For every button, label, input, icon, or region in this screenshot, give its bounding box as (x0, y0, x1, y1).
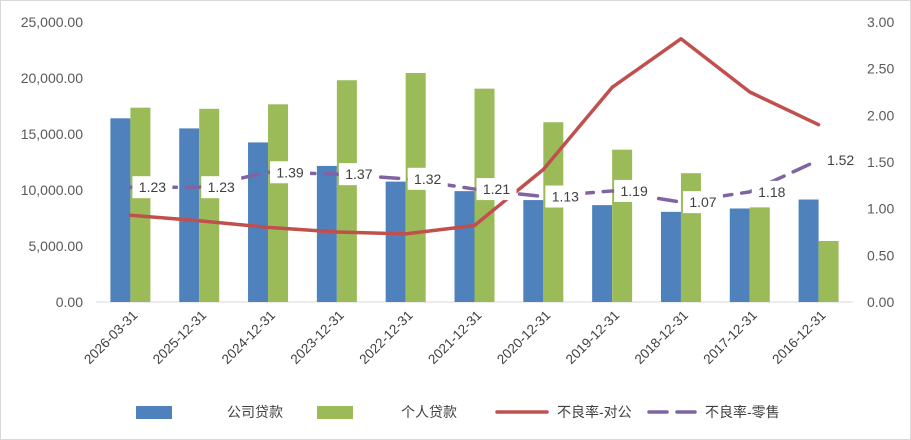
x-tick-label: 2020-12-31 (494, 308, 553, 367)
bar-corporate-loan (385, 181, 406, 302)
x-tick-label: 2017-12-31 (700, 308, 759, 367)
x-tick-label: 2026-03-31 (81, 308, 140, 367)
data-label: 1.32 (414, 171, 441, 187)
x-tick-label: 2025-12-31 (150, 308, 209, 367)
data-label-box (270, 161, 311, 184)
bar-corporate-loan (454, 191, 475, 302)
bar-corporate-loan (179, 128, 200, 302)
data-label: 1.21 (483, 181, 510, 197)
bar-corporate-loan (592, 205, 613, 302)
bar-personal-loan (543, 122, 564, 303)
bar-corporate-loan (523, 200, 544, 302)
x-tick-label: 2019-12-31 (563, 308, 622, 367)
y-left-tick-label: 20,000.00 (21, 70, 83, 86)
bar-personal-loan (749, 207, 770, 302)
legend-swatch (136, 406, 172, 419)
bar-personal-loan (612, 149, 633, 302)
x-tick-label: 2023-12-31 (288, 308, 347, 367)
y-left-tick-label: 10,000.00 (21, 182, 83, 198)
data-label: 1.13 (552, 189, 579, 205)
y-right-tick-label: 3.00 (867, 14, 894, 30)
legend-label: 不良率-对公 (557, 404, 632, 420)
bar-personal-loan (818, 240, 839, 302)
x-tick-label: 2022-12-31 (356, 308, 415, 367)
data-label: 1.23 (139, 179, 166, 195)
legend-label: 不良率-零售 (705, 404, 780, 420)
y-right-tick-label: 1.00 (867, 201, 894, 217)
line-npl-corporate (128, 37, 821, 236)
data-label-box (751, 180, 792, 203)
bar-personal-loan (336, 80, 357, 303)
data-label-box (614, 179, 655, 202)
y-left-tick-label: 0.00 (56, 294, 83, 310)
legend-swatch (317, 406, 353, 419)
x-tick-label: 2018-12-31 (632, 308, 691, 367)
y-left-tick-label: 25,000.00 (21, 14, 83, 30)
legend-label: 个人贷款 (401, 404, 457, 420)
data-label-box (132, 176, 173, 199)
y-right-tick-label: 1.50 (867, 154, 894, 170)
data-label-box (201, 176, 242, 199)
data-label: 1.52 (827, 152, 854, 168)
bar-corporate-loan (316, 165, 337, 302)
data-label-box (407, 167, 448, 190)
bar-personal-loan (199, 108, 220, 302)
data-label: 1.19 (621, 183, 648, 199)
y-right-tick-label: 2.00 (867, 107, 894, 123)
bar-corporate-loan (798, 199, 819, 302)
data-label-box (682, 191, 723, 214)
y-right-tick-label: 0.00 (867, 294, 894, 310)
x-tick-label: 2016-12-31 (769, 308, 828, 367)
y-right-tick-label: 2.50 (867, 61, 894, 77)
data-label-box (545, 185, 586, 208)
y-right-tick-label: 0.50 (867, 247, 894, 263)
bar-corporate-loan (248, 142, 269, 302)
bar-corporate-loan (729, 208, 750, 302)
data-label-box (338, 163, 379, 186)
x-tick-label: 2024-12-31 (219, 308, 278, 367)
bar-personal-loan (130, 107, 151, 303)
bar-corporate-loan (110, 118, 131, 302)
data-label: 1.18 (758, 184, 785, 200)
data-label-box (476, 178, 517, 201)
data-label: 1.07 (689, 194, 716, 210)
data-label: 1.23 (208, 179, 235, 195)
x-tick-label: 2021-12-31 (425, 308, 484, 367)
bar-corporate-loan (660, 211, 681, 302)
legend-label: 公司贷款 (227, 404, 283, 420)
bar-personal-loan (268, 104, 289, 302)
data-label: 1.37 (345, 166, 372, 182)
y-left-tick-label: 15,000.00 (21, 126, 83, 142)
data-label-box (820, 149, 861, 172)
y-left-tick-label: 5,000.00 (29, 238, 84, 254)
data-label: 1.39 (276, 164, 303, 180)
